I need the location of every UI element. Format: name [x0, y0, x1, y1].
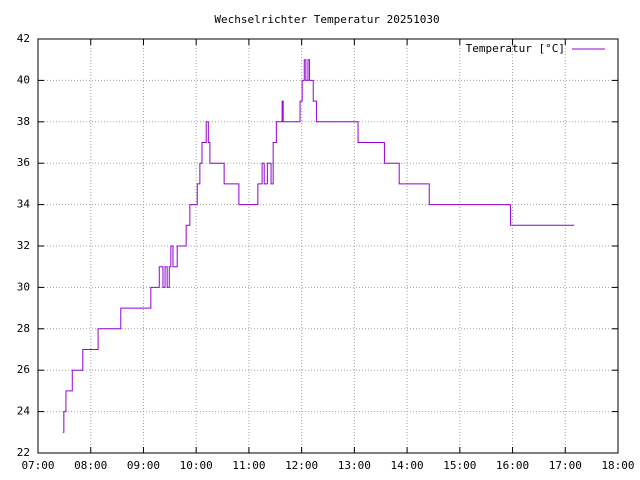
x-tick-label: 15:00 — [443, 459, 476, 472]
y-tick-label: 42 — [17, 32, 30, 45]
plot-border — [37, 38, 619, 454]
x-tick-label: 09:00 — [127, 459, 160, 472]
y-tick-label: 38 — [17, 115, 30, 128]
y-tick-label: 34 — [17, 198, 31, 211]
x-tick-label: 07:00 — [21, 459, 54, 472]
y-tick-label: 36 — [17, 156, 30, 169]
x-tick-label: 14:00 — [391, 459, 424, 472]
legend-label: Temperatur [°C] — [466, 42, 565, 55]
x-tick-label: 18:00 — [601, 459, 634, 472]
y-tick-label: 22 — [17, 446, 30, 459]
x-tick-label: 17:00 — [549, 459, 582, 472]
y-tick-label: 26 — [17, 363, 30, 376]
x-tick-label: 12:00 — [285, 459, 318, 472]
x-tick-label: 16:00 — [496, 459, 529, 472]
y-tick-label: 24 — [17, 405, 31, 418]
x-tick-label: 11:00 — [232, 459, 265, 472]
data-line — [62, 59, 575, 433]
y-tick-label: 28 — [17, 322, 30, 335]
y-tick-label: 30 — [17, 280, 30, 293]
x-tick-label: 13:00 — [338, 459, 371, 472]
y-tick-label: 32 — [17, 239, 30, 252]
x-tick-label: 10:00 — [180, 459, 213, 472]
chart-title: Wechselrichter Temperatur 20251030 — [214, 13, 439, 26]
y-tick-label: 40 — [17, 73, 30, 86]
x-tick-label: 08:00 — [74, 459, 107, 472]
